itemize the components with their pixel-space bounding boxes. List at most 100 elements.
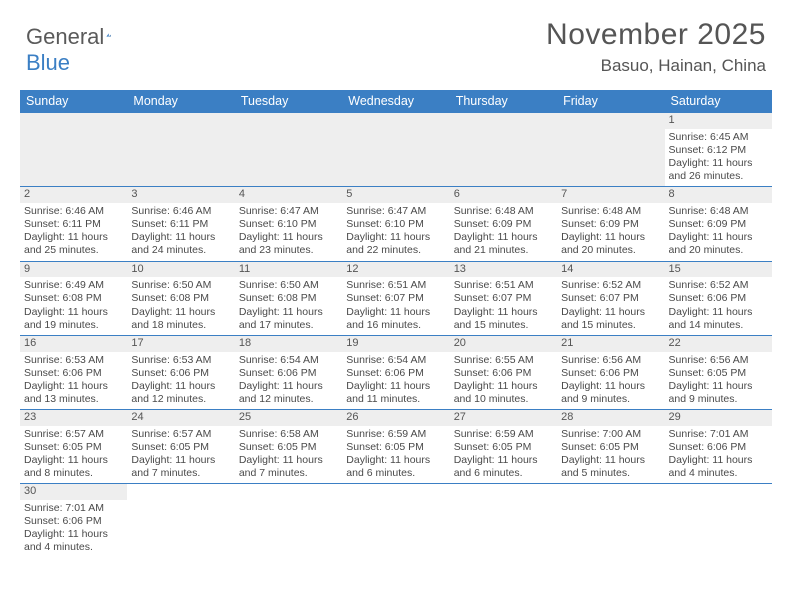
daylight-text: and 8 minutes. <box>24 467 123 480</box>
daylight-text: Daylight: 11 hours <box>24 231 123 244</box>
sunrise-text: Sunrise: 6:46 AM <box>24 205 123 218</box>
calendar-empty-cell <box>342 113 449 187</box>
daylight-text: Daylight: 11 hours <box>239 454 338 467</box>
day-number: 11 <box>235 262 342 278</box>
sunrise-text: Sunrise: 6:53 AM <box>131 354 230 367</box>
calendar-day-cell: 7Sunrise: 6:48 AMSunset: 6:09 PMDaylight… <box>557 187 664 261</box>
daylight-text: Daylight: 11 hours <box>346 306 445 319</box>
calendar-day-cell: 6Sunrise: 6:48 AMSunset: 6:09 PMDaylight… <box>450 187 557 261</box>
sunset-text: Sunset: 6:05 PM <box>24 441 123 454</box>
sunset-text: Sunset: 6:07 PM <box>346 292 445 305</box>
calendar-empty-cell <box>20 113 127 187</box>
calendar-week-row: 16Sunrise: 6:53 AMSunset: 6:06 PMDayligh… <box>20 335 772 409</box>
location-subtitle: Basuo, Hainan, China <box>546 56 766 76</box>
daylight-text: and 17 minutes. <box>239 319 338 332</box>
calendar-week-row: 23Sunrise: 6:57 AMSunset: 6:05 PMDayligh… <box>20 410 772 484</box>
daylight-text: and 6 minutes. <box>346 467 445 480</box>
calendar-day-cell: 27Sunrise: 6:59 AMSunset: 6:05 PMDayligh… <box>450 410 557 484</box>
day-number: 24 <box>127 410 234 426</box>
day-number: 17 <box>127 336 234 352</box>
sunrise-text: Sunrise: 6:51 AM <box>454 279 553 292</box>
sunset-text: Sunset: 6:05 PM <box>131 441 230 454</box>
sunset-text: Sunset: 6:11 PM <box>131 218 230 231</box>
sunset-text: Sunset: 6:05 PM <box>561 441 660 454</box>
sunrise-text: Sunrise: 6:59 AM <box>454 428 553 441</box>
sunset-text: Sunset: 6:06 PM <box>239 367 338 380</box>
daylight-text: and 23 minutes. <box>239 244 338 257</box>
calendar-empty-cell <box>342 484 449 558</box>
daylight-text: Daylight: 11 hours <box>346 454 445 467</box>
page-title: November 2025 <box>546 18 766 52</box>
daylight-text: and 15 minutes. <box>454 319 553 332</box>
calendar-day-cell: 19Sunrise: 6:54 AMSunset: 6:06 PMDayligh… <box>342 335 449 409</box>
sunrise-text: Sunrise: 6:52 AM <box>561 279 660 292</box>
sunrise-text: Sunrise: 6:50 AM <box>239 279 338 292</box>
calendar-day-cell: 30Sunrise: 7:01 AMSunset: 6:06 PMDayligh… <box>20 484 127 558</box>
daylight-text: and 20 minutes. <box>561 244 660 257</box>
sail-icon <box>106 25 111 45</box>
daylight-text: and 11 minutes. <box>346 393 445 406</box>
daylight-text: Daylight: 11 hours <box>239 306 338 319</box>
day-number: 23 <box>20 410 127 426</box>
day-details: Sunrise: 6:50 AMSunset: 6:08 PMDaylight:… <box>131 279 230 332</box>
day-details: Sunrise: 6:48 AMSunset: 6:09 PMDaylight:… <box>561 205 660 258</box>
day-details: Sunrise: 6:56 AMSunset: 6:05 PMDaylight:… <box>669 354 768 407</box>
day-details: Sunrise: 6:57 AMSunset: 6:05 PMDaylight:… <box>131 428 230 481</box>
daylight-text: Daylight: 11 hours <box>24 380 123 393</box>
sunset-text: Sunset: 6:09 PM <box>561 218 660 231</box>
day-details: Sunrise: 6:51 AMSunset: 6:07 PMDaylight:… <box>454 279 553 332</box>
daylight-text: and 7 minutes. <box>239 467 338 480</box>
calendar-day-cell: 29Sunrise: 7:01 AMSunset: 6:06 PMDayligh… <box>665 410 772 484</box>
daylight-text: Daylight: 11 hours <box>24 454 123 467</box>
day-details: Sunrise: 6:46 AMSunset: 6:11 PMDaylight:… <box>131 205 230 258</box>
day-number: 20 <box>450 336 557 352</box>
daylight-text: Daylight: 11 hours <box>131 380 230 393</box>
sunset-text: Sunset: 6:07 PM <box>561 292 660 305</box>
day-number: 8 <box>665 187 772 203</box>
sunset-text: Sunset: 6:10 PM <box>346 218 445 231</box>
day-details: Sunrise: 6:48 AMSunset: 6:09 PMDaylight:… <box>454 205 553 258</box>
calendar-day-cell: 11Sunrise: 6:50 AMSunset: 6:08 PMDayligh… <box>235 261 342 335</box>
calendar-day-cell: 16Sunrise: 6:53 AMSunset: 6:06 PMDayligh… <box>20 335 127 409</box>
calendar-empty-cell <box>557 113 664 187</box>
logo: General <box>26 18 132 50</box>
sunrise-text: Sunrise: 6:56 AM <box>669 354 768 367</box>
sunset-text: Sunset: 6:05 PM <box>454 441 553 454</box>
calendar-day-cell: 15Sunrise: 6:52 AMSunset: 6:06 PMDayligh… <box>665 261 772 335</box>
sunrise-text: Sunrise: 6:52 AM <box>669 279 768 292</box>
day-details: Sunrise: 7:01 AMSunset: 6:06 PMDaylight:… <box>669 428 768 481</box>
day-number: 19 <box>342 336 449 352</box>
calendar-day-cell: 24 Sunrise: 6:57 AMSunset: 6:05 PMDayligh… <box>127 410 234 484</box>
sunrise-text: Sunrise: 6:54 AM <box>239 354 338 367</box>
day-details: Sunrise: 7:01 AMSunset: 6:06 PMDaylight:… <box>24 502 123 555</box>
daylight-text: Daylight: 11 hours <box>561 306 660 319</box>
sunset-text: Sunset: 6:09 PM <box>669 218 768 231</box>
daylight-text: and 21 minutes. <box>454 244 553 257</box>
sunrise-text: Sunrise: 7:01 AM <box>669 428 768 441</box>
sunrise-text: Sunrise: 6:47 AM <box>239 205 338 218</box>
calendar-week-row: 30Sunrise: 7:01 AMSunset: 6:06 PMDayligh… <box>20 484 772 558</box>
calendar-empty-cell <box>450 484 557 558</box>
calendar-day-cell: 28Sunrise: 7:00 AMSunset: 6:05 PMDayligh… <box>557 410 664 484</box>
daylight-text: and 26 minutes. <box>669 170 768 183</box>
daylight-text: and 10 minutes. <box>454 393 553 406</box>
sunset-text: Sunset: 6:08 PM <box>24 292 123 305</box>
sunrise-text: Sunrise: 6:58 AM <box>239 428 338 441</box>
day-number: 25 <box>235 410 342 426</box>
daylight-text: Daylight: 11 hours <box>669 157 768 170</box>
daylight-text: and 18 minutes. <box>131 319 230 332</box>
calendar-day-cell: 2Sunrise: 6:46 AMSunset: 6:11 PMDaylight… <box>20 187 127 261</box>
daylight-text: Daylight: 11 hours <box>454 306 553 319</box>
daylight-text: Daylight: 11 hours <box>669 454 768 467</box>
daylight-text: and 5 minutes. <box>561 467 660 480</box>
daylight-text: and 7 minutes. <box>131 467 230 480</box>
sunrise-text: Sunrise: 6:49 AM <box>24 279 123 292</box>
daylight-text: Daylight: 11 hours <box>669 231 768 244</box>
weekday-header: Wednesday <box>342 90 449 113</box>
sunset-text: Sunset: 6:08 PM <box>239 292 338 305</box>
daylight-text: Daylight: 11 hours <box>239 380 338 393</box>
calendar-empty-cell <box>665 484 772 558</box>
daylight-text: Daylight: 11 hours <box>346 380 445 393</box>
sunset-text: Sunset: 6:05 PM <box>669 367 768 380</box>
title-block: November 2025 Basuo, Hainan, China <box>546 18 766 76</box>
